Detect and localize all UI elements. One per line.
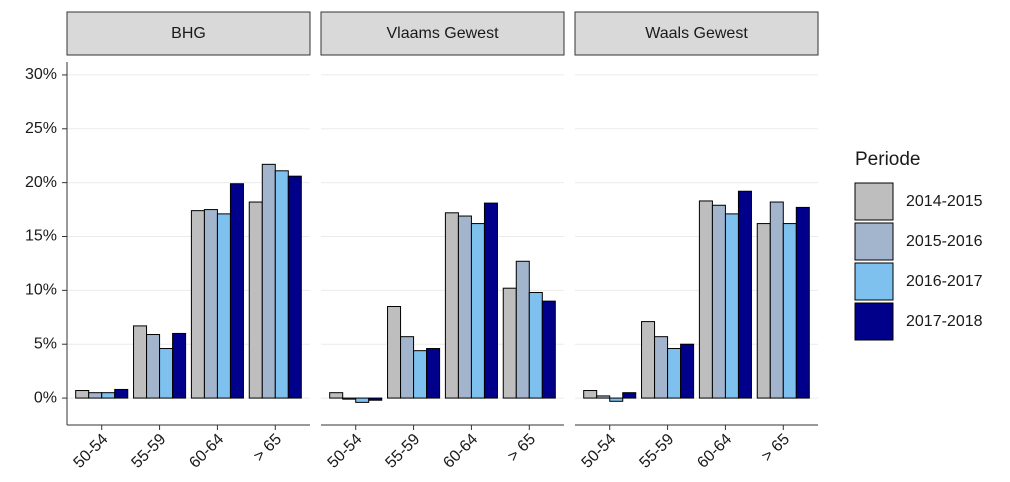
bar	[287, 175, 302, 399]
facet-strip	[320, 11, 565, 56]
facet-title: BHG	[171, 25, 206, 42]
x-tick-label: 50-54	[71, 431, 112, 472]
x-tick-label: 50-54	[579, 431, 620, 472]
bar	[622, 392, 637, 399]
bar	[502, 287, 517, 399]
x-tick-label: 60-64	[186, 431, 227, 472]
bar	[609, 397, 624, 402]
legend-key	[854, 262, 894, 301]
facet-title: Vlaams Gewest	[386, 25, 499, 42]
facet-title: Waals Gewest	[645, 25, 748, 42]
bar	[444, 212, 459, 399]
legend-label: 2014-2015	[906, 193, 983, 210]
x-tick-label: 60-64	[440, 431, 481, 472]
bar	[596, 395, 611, 399]
x-tick-label: > 65	[505, 431, 539, 465]
bar	[75, 390, 90, 399]
bar	[229, 183, 244, 399]
bar	[583, 390, 598, 399]
y-tick-label: 25%	[25, 120, 57, 137]
bar	[114, 388, 129, 399]
y-tick-label: 0%	[34, 389, 57, 406]
bar	[88, 392, 103, 399]
legend-label: 2015-2016	[906, 233, 983, 250]
legend-title: Periode	[855, 149, 921, 170]
x-tick-label: 55-59	[382, 431, 423, 472]
bar	[342, 397, 357, 400]
bar	[387, 306, 402, 399]
x-tick-label: > 65	[251, 431, 285, 465]
legend-key	[854, 302, 894, 341]
bar	[795, 206, 810, 399]
x-tick-label: 50-54	[325, 431, 366, 472]
bar	[483, 202, 498, 399]
bar	[711, 204, 726, 399]
bar	[413, 350, 428, 399]
x-tick-label: > 65	[759, 431, 793, 465]
bar	[528, 292, 543, 399]
x-tick-label: 60-64	[694, 431, 735, 472]
bar	[159, 348, 174, 399]
bar	[400, 336, 415, 399]
bar	[203, 209, 218, 399]
bar	[261, 163, 276, 399]
bar	[368, 397, 383, 401]
bar	[457, 215, 472, 399]
bar	[355, 397, 370, 403]
bar	[190, 210, 205, 399]
bar	[172, 332, 187, 399]
facet-strip	[66, 11, 311, 56]
bar	[756, 223, 771, 399]
legend-key	[854, 182, 894, 221]
bar	[782, 223, 797, 399]
bar	[329, 392, 344, 399]
legend-key	[854, 222, 894, 261]
legend-label: 2017-2018	[906, 313, 983, 330]
bar	[667, 348, 682, 399]
y-tick-label: 5%	[34, 335, 57, 352]
bar	[216, 213, 231, 399]
bar	[274, 170, 289, 399]
bar	[641, 321, 656, 399]
bar	[769, 201, 784, 399]
legend-label: 2016-2017	[906, 273, 983, 290]
y-tick-label: 30%	[25, 66, 57, 83]
bar	[101, 392, 116, 399]
facet-strip	[574, 11, 819, 56]
bar	[133, 325, 148, 399]
bar	[654, 336, 669, 399]
bar	[680, 343, 695, 399]
bar	[426, 348, 441, 399]
bar	[698, 200, 713, 399]
y-tick-label: 10%	[25, 282, 57, 299]
bar	[248, 201, 263, 399]
bar	[737, 190, 752, 399]
bar	[515, 260, 530, 399]
bar	[470, 223, 485, 399]
y-tick-label: 20%	[25, 174, 57, 191]
bar	[146, 334, 161, 399]
bar	[724, 213, 739, 399]
x-tick-label: 55-59	[128, 431, 169, 472]
x-tick-label: 55-59	[636, 431, 677, 472]
y-tick-label: 15%	[25, 228, 57, 245]
bar	[541, 300, 556, 399]
